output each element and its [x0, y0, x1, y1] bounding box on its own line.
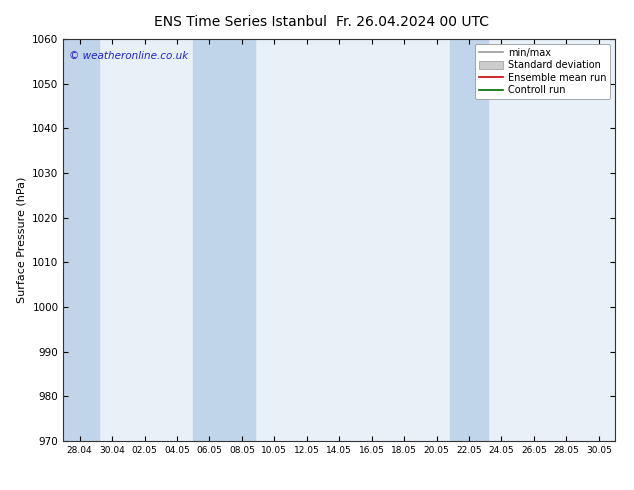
- Y-axis label: Surface Pressure (hPa): Surface Pressure (hPa): [16, 177, 27, 303]
- Text: ENS Time Series Istanbul: ENS Time Series Istanbul: [155, 15, 327, 29]
- Text: Fr. 26.04.2024 00 UTC: Fr. 26.04.2024 00 UTC: [335, 15, 489, 29]
- Text: © weatheronline.co.uk: © weatheronline.co.uk: [69, 51, 188, 61]
- Bar: [193, 39, 255, 441]
- Bar: [450, 39, 488, 441]
- Bar: [63, 39, 99, 441]
- Legend: min/max, Standard deviation, Ensemble mean run, Controll run: min/max, Standard deviation, Ensemble me…: [475, 44, 610, 99]
